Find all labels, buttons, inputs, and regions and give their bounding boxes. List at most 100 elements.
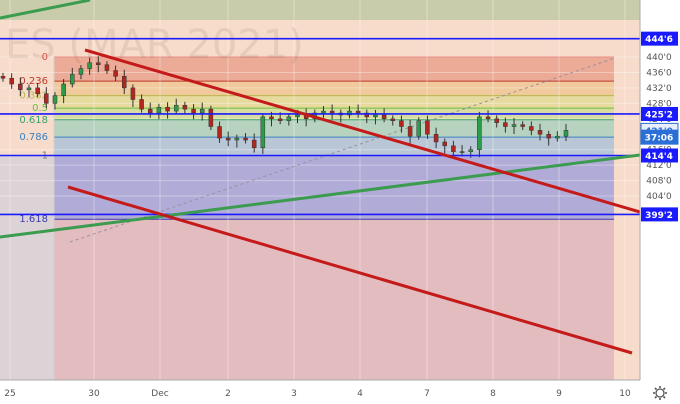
- candle-body: [399, 120, 404, 127]
- candle-body: [555, 135, 560, 139]
- price-axis-label: 428'0: [646, 99, 672, 109]
- time-axis-label: 30: [88, 389, 100, 399]
- candle-body: [234, 137, 240, 141]
- fib-label: 0.236: [19, 76, 48, 87]
- fib-label: 0.618: [19, 115, 48, 126]
- candle-body: [329, 110, 335, 114]
- horizontal-levels: [0, 37, 640, 216]
- candle-body: [70, 74, 75, 85]
- candle-body: [96, 62, 101, 65]
- candle-body: [442, 141, 447, 147]
- time-axis-label: Dec: [151, 389, 168, 399]
- fib-zone: [54, 119, 614, 138]
- candle-body: [407, 126, 413, 137]
- candle-body: [269, 116, 274, 120]
- candle-body: [147, 108, 153, 114]
- candle-body: [208, 108, 214, 127]
- time-axis-label: 7: [424, 389, 430, 399]
- fib-label: 0.382: [19, 91, 48, 102]
- candle-body: [451, 145, 456, 152]
- candle-body: [277, 118, 283, 121]
- fib-zone: [54, 137, 614, 156]
- candle-body: [26, 87, 32, 91]
- candle-body: [78, 68, 84, 75]
- candle-body: [182, 105, 188, 110]
- fib-zone: [54, 81, 614, 96]
- below-fib-band: [54, 219, 614, 380]
- candle-body: [260, 116, 266, 149]
- fibonacci-zones: [0, 56, 614, 380]
- price-level-tag: [641, 106, 678, 121]
- candle-body: [44, 93, 49, 104]
- candle-body: [373, 114, 378, 118]
- current-price-tag: [640, 129, 679, 145]
- candle-body: [321, 110, 326, 114]
- candle-body: [295, 114, 300, 118]
- candle-body: [390, 118, 396, 121]
- time-axis-label: 10: [619, 389, 631, 399]
- candle-body: [191, 108, 196, 114]
- candle-body: [364, 112, 370, 118]
- candle-body: [381, 114, 387, 120]
- candle-body: [9, 77, 14, 85]
- time-axis-label: 8: [490, 389, 496, 399]
- candle-body: [347, 110, 352, 116]
- candle-body: [416, 120, 422, 137]
- green-trend-line: [0, 153, 641, 239]
- candle-body: [225, 137, 231, 141]
- candle-body: [243, 137, 248, 141]
- candle-body: [61, 83, 66, 96]
- fib-label: 0.5: [32, 103, 48, 114]
- candle-body: [173, 105, 179, 112]
- candle-body: [485, 116, 491, 120]
- candle-body: [529, 126, 534, 131]
- price-axis-label: 436'0: [646, 68, 672, 78]
- red-channel-upper: [84, 48, 641, 214]
- fib-label: 1.618: [19, 214, 48, 225]
- fib-zone: [54, 155, 614, 220]
- candle-body: [35, 87, 40, 94]
- candle-body: [251, 139, 257, 149]
- time-axis-label: 25: [4, 389, 15, 399]
- candle-body: [199, 108, 205, 114]
- fib-label: 0: [42, 52, 48, 63]
- price-axis: [640, 0, 680, 404]
- candle-body: [52, 95, 58, 104]
- candle-body: [18, 83, 23, 91]
- candle-body: [217, 126, 222, 139]
- candle-body: [130, 87, 136, 100]
- time-axis-label: 4: [357, 389, 363, 399]
- top-green-band: [0, 0, 640, 20]
- price-axis-label: 412'0: [646, 161, 672, 171]
- price-level-label: 414'4: [645, 152, 673, 162]
- candle-body: [546, 134, 551, 139]
- candle-body: [139, 99, 144, 110]
- candle-body: [433, 134, 439, 143]
- candle-body: [520, 124, 525, 127]
- candle-body: [156, 106, 162, 114]
- price-level-tag: [641, 207, 678, 222]
- time-axis-label: 2: [225, 389, 231, 399]
- time-axis: [0, 380, 680, 404]
- candle-body: [165, 106, 170, 112]
- price-level-label: 444'6: [645, 35, 673, 45]
- candle-body: [459, 151, 465, 153]
- candle-body: [563, 130, 569, 137]
- price-level-label: 425'2: [645, 110, 673, 120]
- candle-body: [0, 76, 6, 79]
- settings-gear-icon[interactable]: [653, 386, 667, 400]
- candle-body: [503, 122, 508, 127]
- fib-zone: [54, 95, 614, 109]
- fib-label: 0.786: [19, 132, 48, 143]
- price-axis-label: 440'0: [646, 53, 672, 63]
- price-axis-label: 432'0: [646, 84, 672, 94]
- candle-body: [477, 116, 482, 150]
- candle-body: [355, 110, 361, 114]
- candle-body: [537, 130, 543, 135]
- watermark-title: ES (MAR 2021): [5, 22, 304, 68]
- candle-body: [113, 70, 118, 77]
- time-axis-label: 9: [556, 389, 562, 399]
- candle-body: [87, 62, 92, 69]
